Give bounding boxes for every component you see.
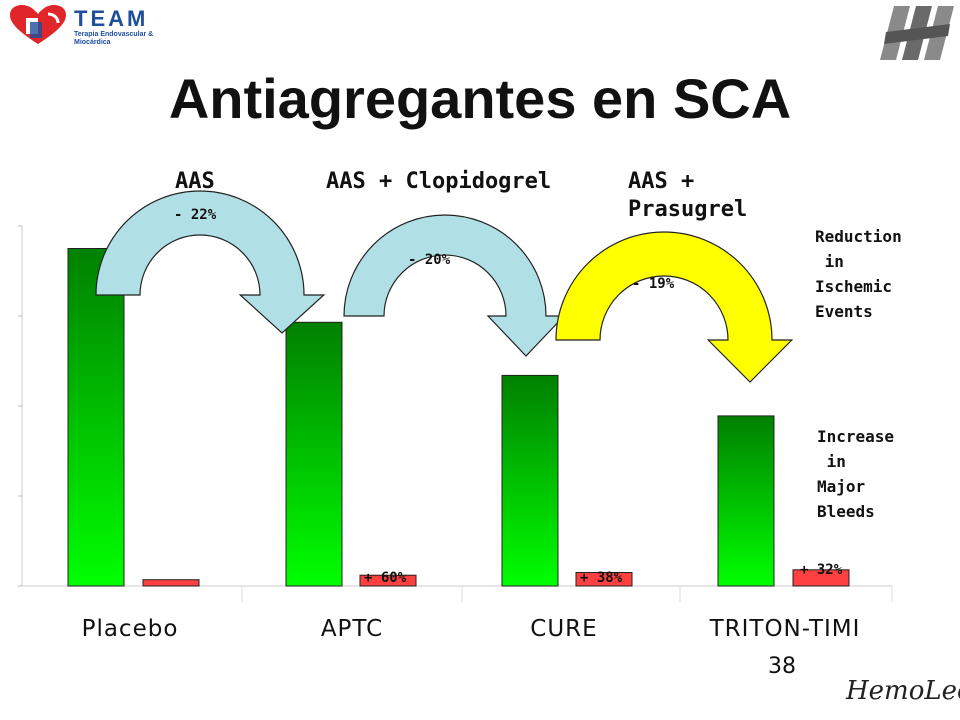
bleed-bar: [142, 579, 200, 587]
page-number: 38: [768, 654, 796, 679]
ischemic-bar: [717, 415, 775, 587]
team-logo: TEAM Terapia Endovascular & Miocárdica: [8, 4, 168, 48]
logo-subtitle: Terapia Endovascular & Miocárdica: [74, 31, 154, 46]
bleed-bar: [792, 569, 850, 587]
bleed-label: + 38%: [580, 570, 623, 586]
reduction-label: Reduction in Ischemic Events: [815, 227, 902, 321]
category-label: CURE: [530, 616, 598, 642]
bleed-bar: [575, 572, 633, 587]
arrow-label: - 19%: [632, 276, 675, 292]
curved-arrow-prasugrel: [555, 231, 794, 383]
bleed-label: + 32%: [800, 562, 843, 578]
bleed-label: + 60%: [364, 570, 407, 586]
arrow-label: - 22%: [174, 207, 217, 223]
ischemic-bar: [285, 321, 343, 587]
header-aas-clopidogrel: AAS + Clopidogrel: [326, 169, 552, 194]
slide-title: Antiagregantes en SCA: [168, 67, 792, 130]
ischemic-bar: [67, 248, 125, 587]
bleed-bar: [359, 574, 417, 587]
signature: HemoLeon: [846, 676, 960, 706]
corner-logo-icon: [880, 6, 954, 60]
header-aas-prasugrel: AAS + Prasugrel: [628, 169, 748, 222]
category-label: APTC: [320, 616, 384, 642]
header-aas: AAS: [175, 169, 215, 194]
ischemic-bar: [501, 374, 559, 587]
curved-arrow-aas: [95, 190, 326, 334]
curved-arrow-clopidogrel: [343, 214, 566, 357]
category-label: TRITON-TIMI: [709, 616, 861, 642]
category-label: Placebo: [81, 616, 179, 642]
arrow-label: - 20%: [408, 252, 451, 268]
increase-label: Increase in Major Bleeds: [817, 427, 895, 521]
heart-logo-icon: [10, 5, 66, 44]
logo-title: TEAM: [74, 6, 149, 31]
